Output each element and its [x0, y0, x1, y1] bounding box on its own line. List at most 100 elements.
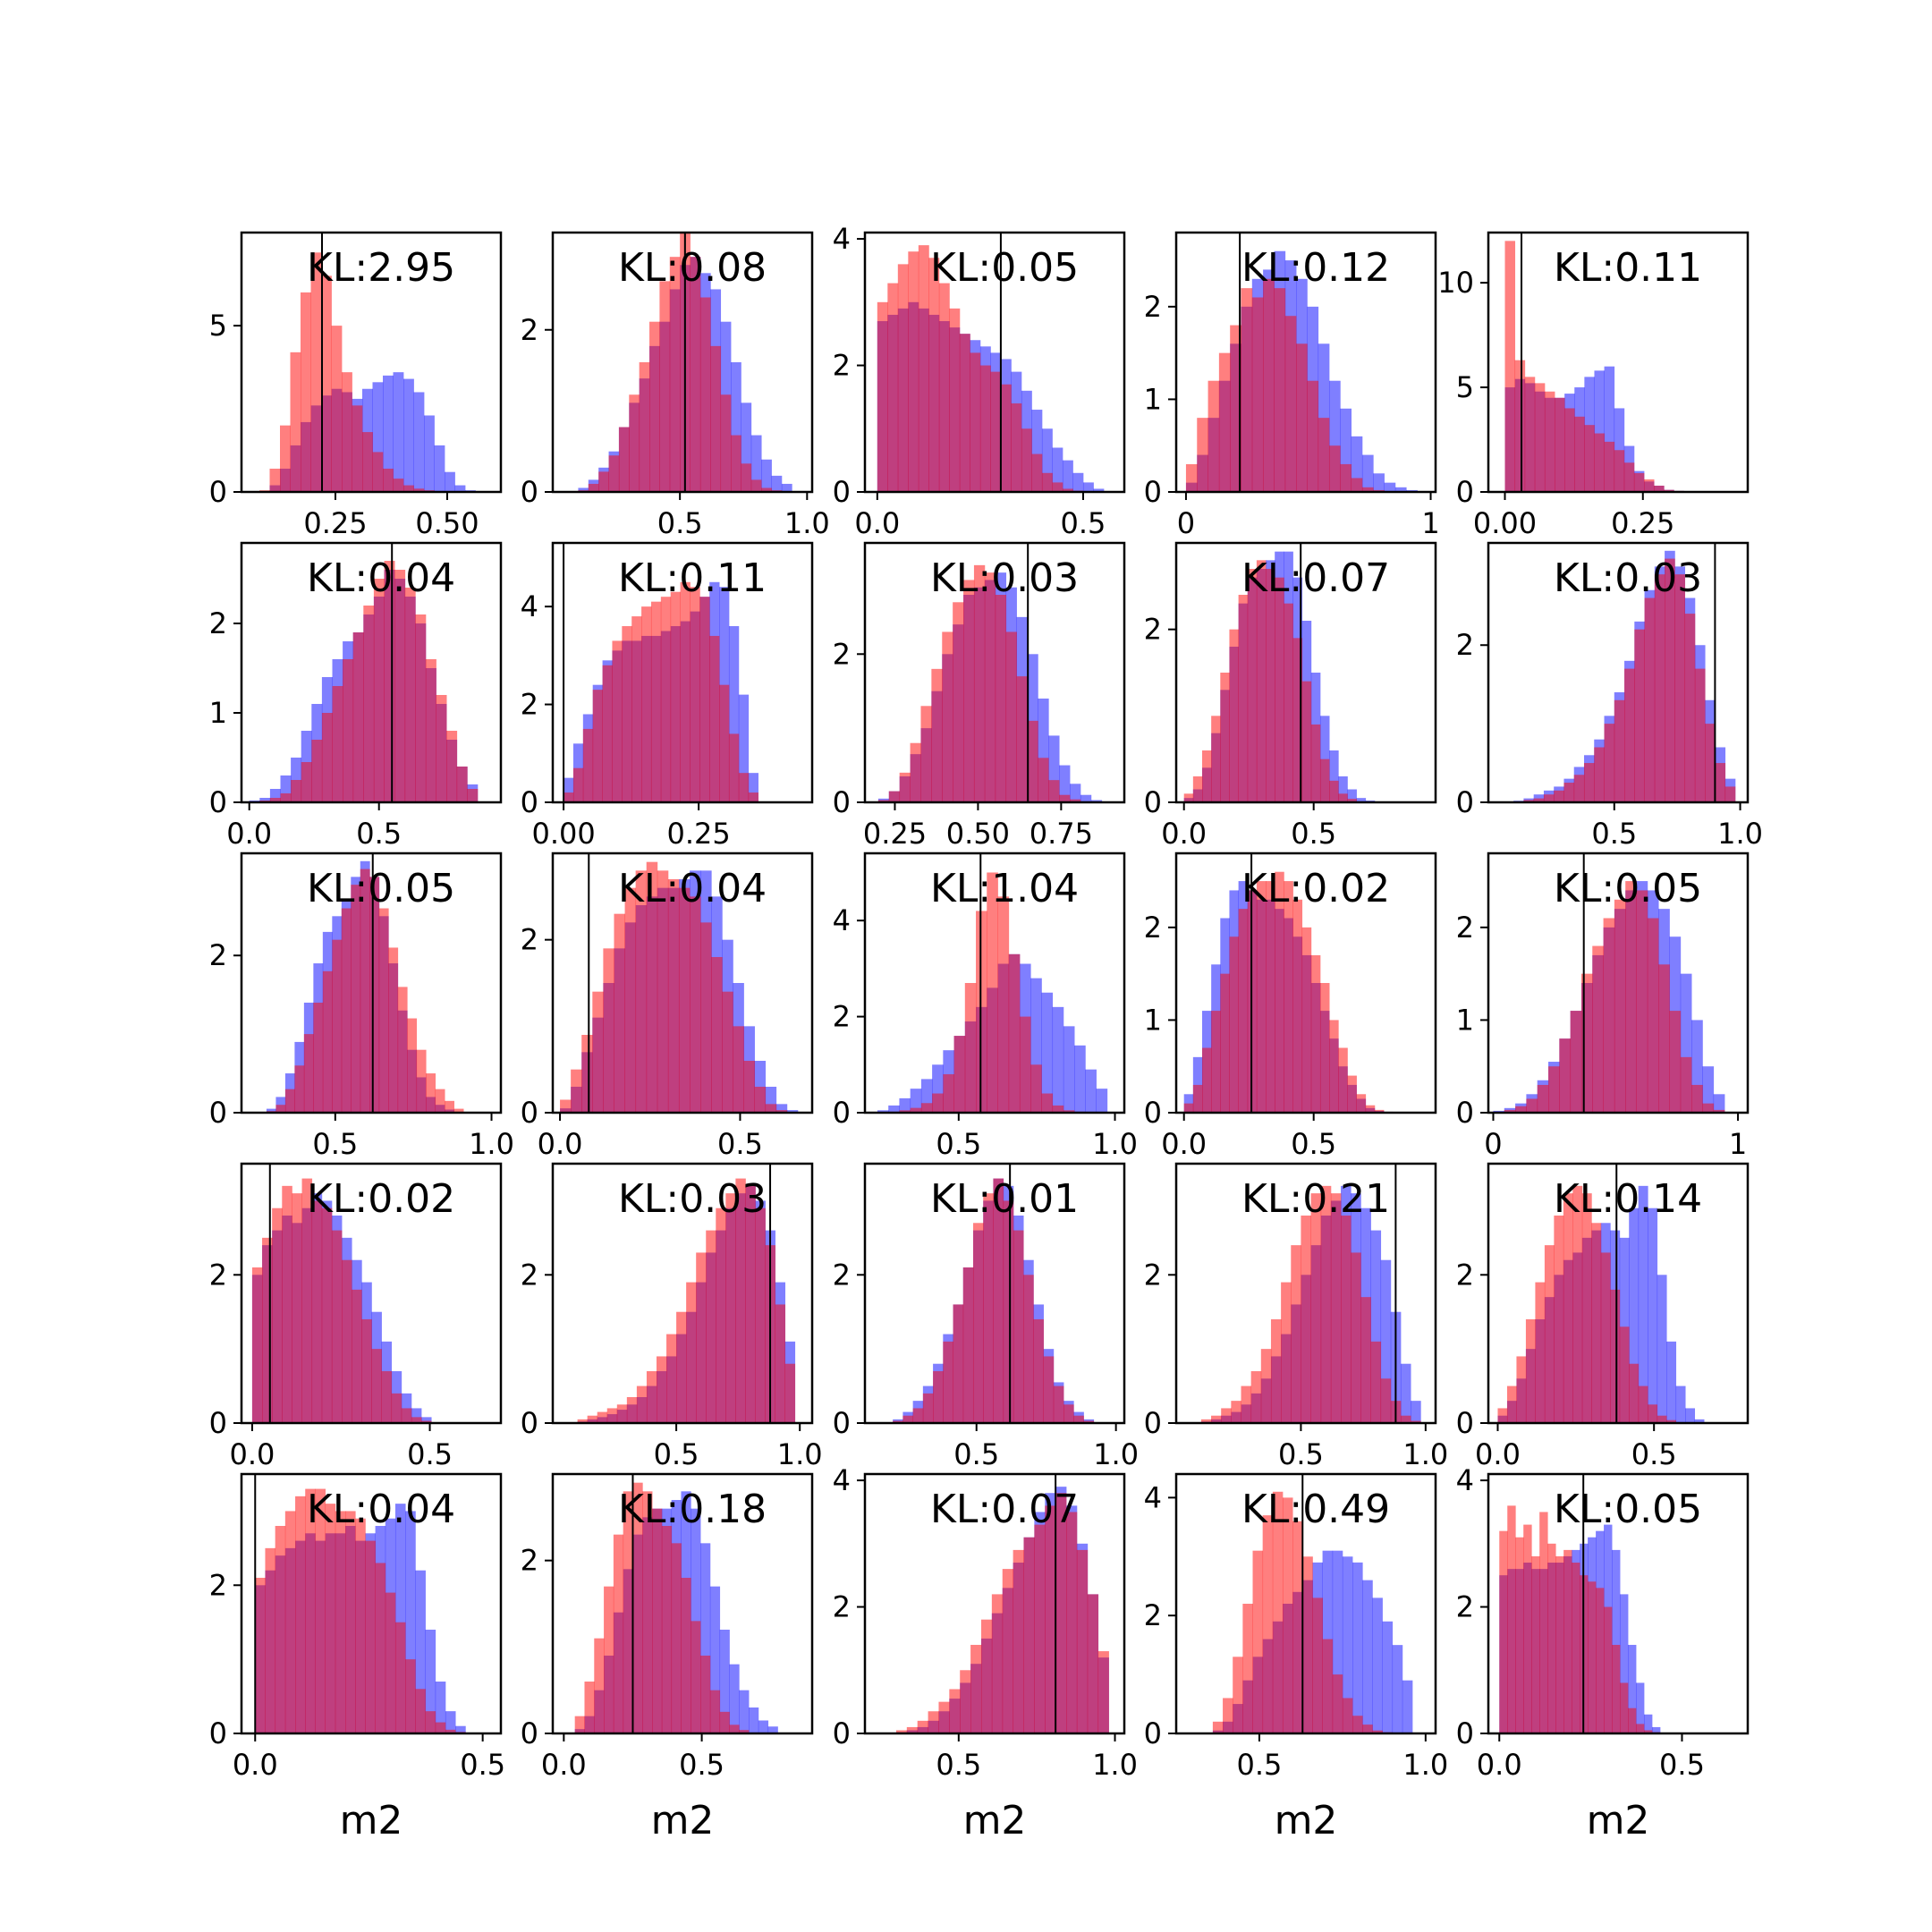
red-histogram-bar [453, 1108, 464, 1113]
blue-histogram-bar [1629, 1208, 1640, 1423]
red-histogram-bar [888, 791, 901, 802]
red-histogram-bar [1038, 758, 1049, 802]
kl-annotation: KL:0.04 [307, 1487, 455, 1532]
red-histogram-bar [1533, 798, 1545, 802]
red-histogram-bar [1347, 1075, 1357, 1113]
red-histogram-bar [1076, 1549, 1089, 1733]
red-histogram-bar [322, 970, 333, 1113]
y-tick-label: 0 [1144, 1096, 1162, 1130]
red-histogram-bar [719, 1711, 730, 1733]
red-histogram-bar [1005, 631, 1017, 802]
red-histogram-bar [895, 1730, 908, 1733]
red-histogram-bar [987, 872, 998, 1113]
red-histogram-bar [1548, 1066, 1560, 1113]
kl-annotation: KL:0.11 [1554, 245, 1702, 291]
red-histogram-bar [659, 281, 671, 492]
red-histogram-bar [315, 1488, 326, 1733]
red-histogram-bar [657, 870, 669, 1113]
red-histogram-bar [603, 948, 614, 1113]
red-histogram-bar [272, 1208, 283, 1423]
axes-frame [240, 231, 503, 494]
y-tick-label: 4 [1456, 1463, 1474, 1497]
kl-annotation: KL:0.04 [618, 866, 767, 911]
blue-histogram-bar [1072, 472, 1084, 492]
blue-histogram-bar [709, 1586, 721, 1733]
red-histogram-bar [970, 1644, 982, 1733]
kl-annotation: KL:0.08 [618, 245, 767, 291]
blue-histogram-bar [1080, 794, 1092, 802]
red-histogram-bar [1583, 763, 1595, 802]
histogram-panel-4-2: 0 2 0.5 1.0 KL:0.03 [521, 1162, 823, 1471]
bars [1200, 1185, 1421, 1423]
y-tick-label: 0 [521, 785, 538, 819]
y-tick-label: 1 [1144, 1003, 1162, 1037]
red-histogram-bar [1183, 1103, 1194, 1113]
red-histogram-bar [342, 1259, 352, 1423]
x-tick-label: 0.50 [946, 817, 1010, 851]
red-histogram-bar [910, 1107, 922, 1113]
red-histogram-bar [1713, 1109, 1725, 1113]
x-axis-label: m2 [1587, 1798, 1650, 1843]
red-histogram-bar [592, 991, 604, 1113]
bars [1183, 551, 1376, 802]
axes-frame [240, 852, 503, 1114]
red-histogram-bar [784, 1363, 796, 1423]
red-histogram-bar [920, 1103, 933, 1113]
red-histogram-bar [1002, 1569, 1014, 1733]
blue-histogram-bar [1052, 447, 1063, 492]
blue-histogram-bar [1338, 776, 1348, 802]
red-histogram-bar [614, 913, 625, 1113]
bars [1212, 1491, 1413, 1733]
x-tick-label: 0.00 [531, 817, 595, 851]
red-histogram-bar [425, 1711, 436, 1733]
blue-histogram-bar [454, 485, 466, 492]
y-tick-label: 0 [1456, 1096, 1474, 1130]
bars [255, 1488, 466, 1733]
bars [1497, 1185, 1705, 1423]
blue-histogram-bar [1628, 1644, 1637, 1733]
red-histogram-bar [953, 602, 964, 802]
x-tick-label: 0.0 [1475, 1437, 1521, 1471]
red-histogram-bar [1506, 1385, 1517, 1423]
blue-histogram-bar [731, 362, 741, 492]
kl-annotation: KL:0.01 [930, 1176, 1079, 1222]
x-tick-label: 0.5 [654, 1437, 699, 1471]
red-histogram-bar [403, 485, 414, 492]
red-histogram-bar [1266, 881, 1275, 1113]
red-histogram-bar [381, 1371, 393, 1423]
red-histogram-bar [933, 1371, 944, 1423]
red-histogram-bar [1507, 1505, 1516, 1733]
red-histogram-bar [321, 1208, 333, 1423]
y-tick-label: 5 [209, 309, 227, 343]
blue-histogram-bar [1702, 1066, 1715, 1113]
blue-histogram-bar [1373, 473, 1385, 492]
red-histogram-bar [371, 1349, 382, 1423]
red-histogram-bar [342, 372, 352, 492]
red-histogram-bar [612, 640, 623, 802]
x-tick-label: 0.5 [1237, 1748, 1283, 1782]
red-histogram-bar [973, 564, 986, 802]
y-tick-label: 2 [833, 349, 851, 383]
red-histogram-bar [1211, 1011, 1221, 1113]
blue-histogram-bar [1074, 1045, 1086, 1113]
kl-annotation: KL:0.05 [1554, 866, 1702, 911]
red-histogram-bar [341, 908, 352, 1113]
axes-frame [863, 541, 1126, 804]
red-histogram-bar [1330, 1193, 1342, 1423]
red-histogram-bar [369, 877, 380, 1113]
blue-histogram-bar [403, 378, 414, 492]
red-histogram-bar [1241, 1385, 1252, 1423]
red-histogram-bar [1658, 964, 1670, 1113]
y-tick-label: 2 [521, 923, 538, 957]
blue-histogram-bar [445, 1711, 456, 1733]
red-histogram-bar [699, 597, 710, 802]
x-tick-label: 1.0 [1092, 1748, 1138, 1782]
x-tick-label: 0.0 [1161, 1127, 1207, 1161]
red-histogram-bar [928, 258, 940, 492]
red-histogram-bar [311, 740, 323, 802]
axes-frame [1174, 1472, 1437, 1735]
red-histogram-bar [660, 597, 672, 802]
red-histogram-bar [303, 1034, 314, 1113]
red-histogram-bar [983, 1193, 994, 1423]
red-histogram-bar [1013, 1549, 1024, 1733]
